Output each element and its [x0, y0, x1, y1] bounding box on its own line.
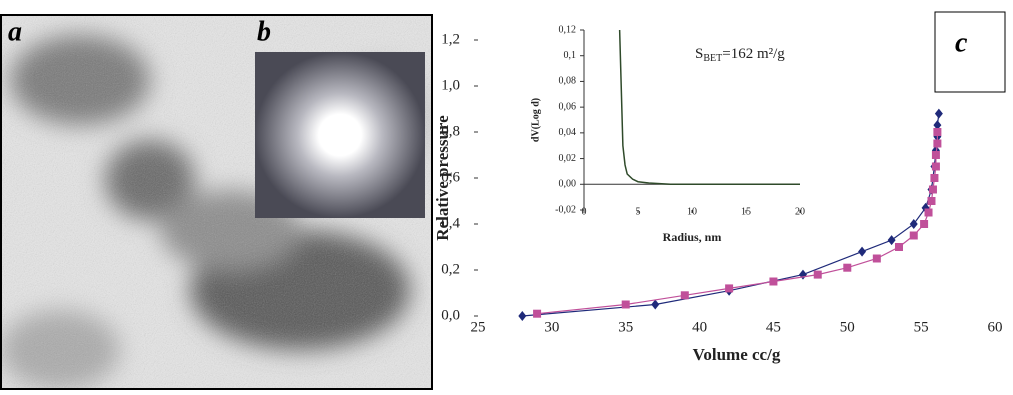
marker — [843, 263, 852, 272]
panel-label-box — [934, 11, 1006, 93]
x-tick-label: 60 — [988, 319, 1003, 335]
marker — [518, 311, 527, 321]
diffraction-pattern — [255, 52, 425, 218]
y-tick-label: 0,8 — [441, 123, 460, 139]
x-axis-label: Volume cc/g — [693, 345, 781, 364]
x-tick-label: 30 — [544, 319, 559, 335]
y-tick-label: 0,4 — [441, 215, 460, 231]
marker — [933, 128, 942, 136]
x-tick-label: 25 — [471, 319, 486, 335]
marker — [813, 270, 822, 279]
annotation: SBET=162 m²/g — [695, 46, 785, 64]
x-tick-label: 45 — [766, 319, 781, 335]
marker — [934, 108, 943, 119]
y-tick-label: 0,6 — [441, 169, 460, 185]
x-tick-label: 15 — [741, 206, 751, 217]
x-tick-label: 20 — [795, 206, 805, 217]
series-line — [618, 29, 800, 186]
y-tick-label: 0,2 — [441, 261, 460, 277]
marker — [909, 231, 918, 240]
panel-label: c — [955, 27, 968, 58]
marker — [872, 254, 881, 263]
y-tick-label: 0,1 — [564, 50, 577, 61]
marker — [894, 243, 903, 251]
marker — [725, 284, 734, 293]
x-tick-label: 50 — [840, 319, 855, 335]
marker — [933, 120, 942, 131]
y-tick-label: 1,0 — [441, 77, 460, 93]
marker — [930, 174, 939, 182]
y-tick-label: 0,02 — [559, 153, 577, 164]
marker — [680, 291, 689, 300]
marker — [924, 208, 933, 217]
marker — [887, 235, 896, 246]
marker — [621, 300, 630, 309]
annotation-part: BET — [703, 53, 722, 64]
x-tick-label: 40 — [692, 319, 707, 335]
panel-frame — [0, 14, 433, 390]
x-tick-label: 5 — [636, 206, 641, 217]
marker — [533, 309, 542, 318]
y-tick-label: 0,00 — [559, 179, 577, 190]
y-tick-label: -0,02 — [555, 204, 576, 215]
panel-label: a — [8, 16, 22, 47]
marker — [933, 139, 942, 148]
x-tick-label: 55 — [914, 319, 929, 335]
panel-label: b — [257, 16, 271, 47]
series-line — [537, 132, 938, 315]
y-tick-label: 0,04 — [559, 127, 577, 138]
y-tick-label: 0,0 — [441, 307, 460, 323]
marker — [928, 185, 937, 194]
y-tick-label: 0,12 — [559, 24, 577, 35]
marker — [858, 246, 867, 257]
x-axis-label: Radius, nm — [663, 230, 722, 244]
marker — [931, 162, 940, 171]
marker — [927, 197, 936, 205]
y-tick-label: 0,06 — [559, 101, 577, 112]
marker — [931, 151, 940, 159]
marker — [920, 220, 929, 228]
marker — [909, 219, 918, 229]
annotation-part: S — [695, 46, 703, 62]
y-axis-label: Relative pressure — [433, 115, 452, 241]
marker — [769, 277, 778, 286]
y-tick-label: 1,2 — [441, 31, 460, 47]
marker — [651, 299, 660, 310]
annotation-part: =162 m²/g — [722, 46, 785, 62]
y-axis-label: dV(Log d) — [530, 98, 541, 142]
x-tick-label: 35 — [618, 319, 633, 335]
x-tick-label: 10 — [687, 206, 697, 217]
marker — [798, 269, 807, 280]
x-tick-label: 0 — [582, 206, 587, 217]
y-tick-label: 0,08 — [559, 76, 577, 87]
